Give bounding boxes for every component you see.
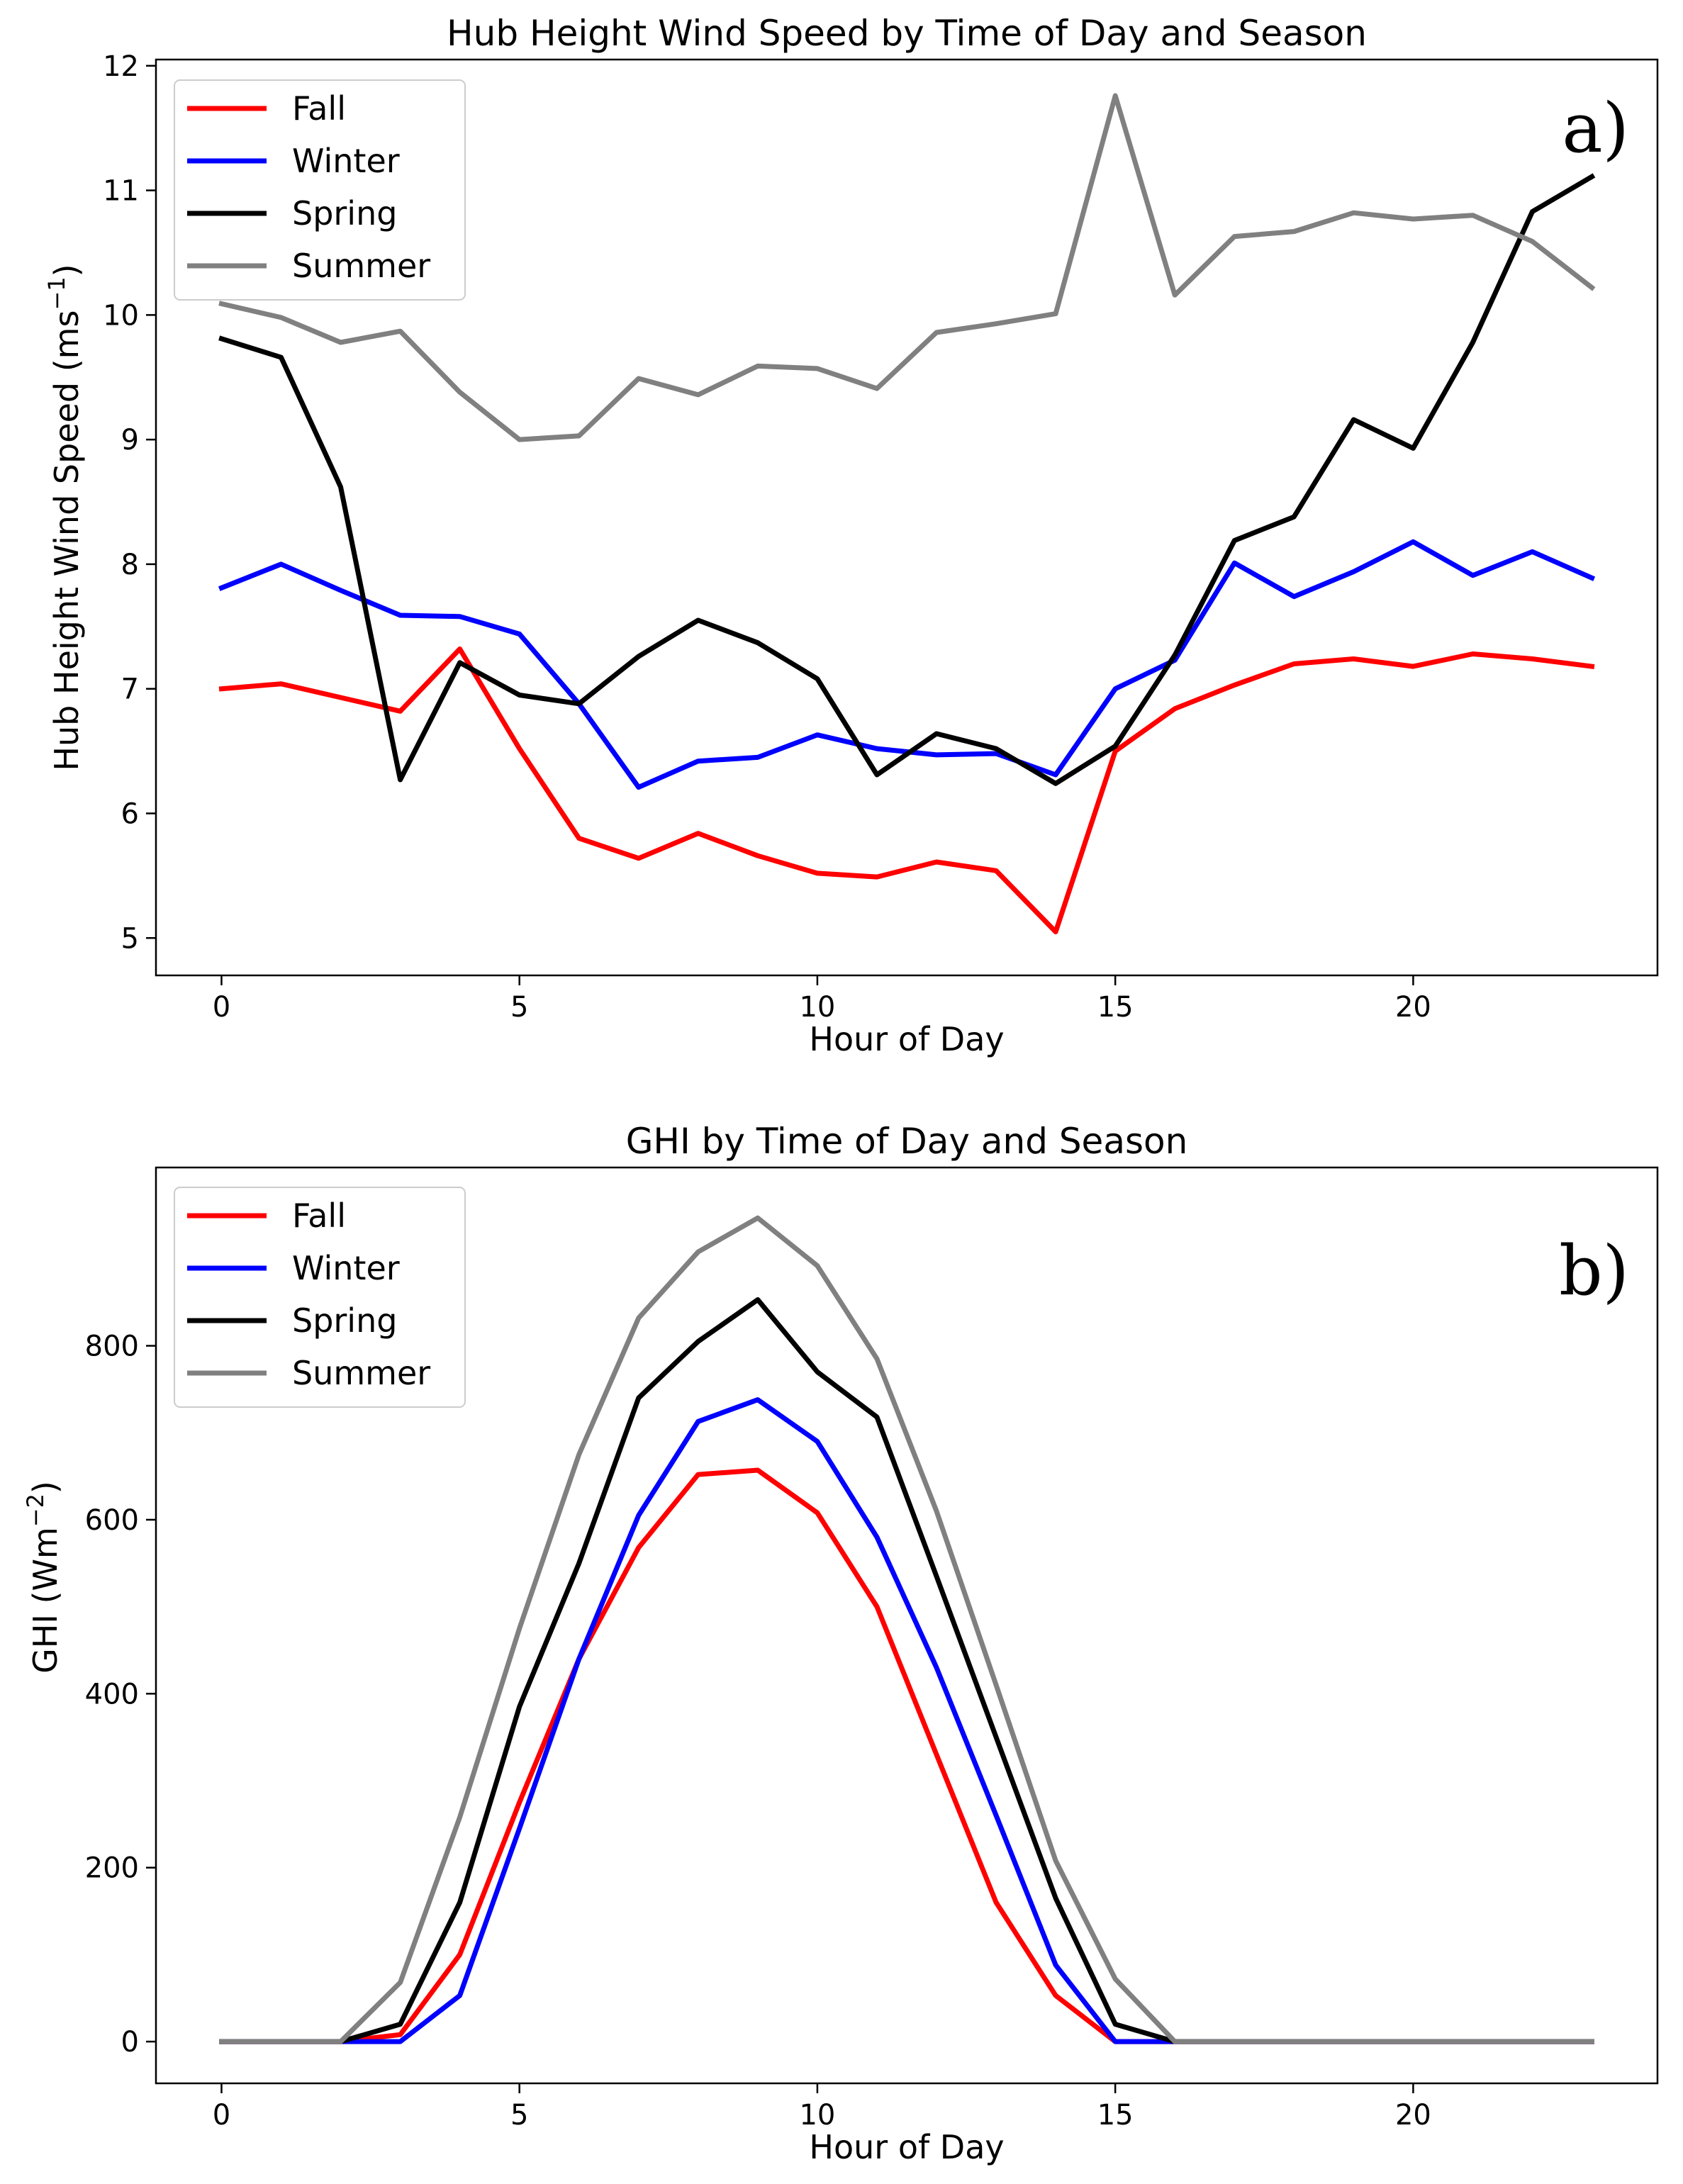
- chart-a-ticks: 0 5 10 15 20 5 6 7 8 9 10 11 12: [103, 50, 1431, 1024]
- chart-b-series-fall-line: [219, 1467, 1594, 2044]
- chart-a-y-tick-label: 5: [121, 922, 139, 955]
- chart-a-y-tick-label: 6: [121, 797, 139, 830]
- chart-b-legend: Fall Winter Spring Summer: [174, 1187, 466, 1408]
- chart-b-legend-box: [174, 1187, 466, 1408]
- chart-a-x-tick-label: 5: [510, 991, 528, 1024]
- chart-a-y-axis-label-sup: −1: [43, 276, 70, 310]
- chart-b-plot-frame: [155, 1166, 1659, 2085]
- chart-a-legend-label-winter: Winter: [292, 142, 400, 180]
- chart-b-y-axis-label-close: ): [26, 1481, 65, 1494]
- chart-a-y-tick-label: 9: [121, 424, 139, 457]
- chart-b-y-tick-label: 600: [85, 1504, 139, 1537]
- chart-b-x-tick-label: 15: [1097, 2099, 1134, 2132]
- chart-b-y-axis-label-sup: −2: [22, 1494, 49, 1527]
- chart-a-y-tick-label: 8: [121, 549, 139, 581]
- chart-a-x-axis-label: Hour of Day: [809, 1020, 1004, 1058]
- chart-a-x-tick-label: 20: [1395, 991, 1431, 1024]
- chart-a-panel-label: a): [1562, 89, 1629, 168]
- chart-b-y-tick-label: 200: [85, 1852, 139, 1885]
- chart-a-legend-label-spring: Spring: [292, 194, 397, 233]
- chart-a-legend-label-fall: Fall: [292, 89, 346, 128]
- chart-b-series-spring-line: [219, 1297, 1594, 2044]
- chart-a-y-axis-label-close: ): [47, 264, 86, 276]
- chart-a-y-axis-label: Hub Height Wind Speed (ms−1): [43, 264, 86, 771]
- chart-b-legend-label-fall: Fall: [292, 1197, 346, 1235]
- chart-a-series-spring-line: [218, 173, 1596, 786]
- chart-a-y-tick-label: 12: [103, 50, 139, 83]
- chart-a-legend: Fall Winter Spring Summer: [174, 79, 466, 301]
- chart-a-x-tick-label: 10: [799, 991, 835, 1024]
- chart-b-x-tick-label: 20: [1395, 2099, 1431, 2132]
- chart-b-x-tick-label: 10: [799, 2099, 835, 2132]
- chart-b-legend-label-winter: Winter: [292, 1249, 400, 1287]
- chart-a-title: Hub Height Wind Speed by Time of Day and…: [447, 13, 1367, 54]
- chart-b-panel-label: b): [1559, 1231, 1629, 1311]
- chart-b-legend-label-summer: Summer: [292, 1354, 430, 1392]
- chart-b-y-tick-label: 800: [85, 1331, 139, 1363]
- chart-a-legend-box: [174, 79, 466, 301]
- chart-a-series-fall-line: [218, 646, 1595, 934]
- chart-a-legend-label-summer: Summer: [292, 247, 430, 285]
- chart-a-y-tick-label: 10: [103, 299, 139, 332]
- chart-b-x-axis-label: Hour of Day: [809, 2128, 1004, 2166]
- chart-a-y-tick-label: 11: [103, 175, 139, 208]
- chart-a: Hub Height Wind Speed by Time of Day and…: [43, 13, 1659, 1058]
- chart-a-plot-frame: [155, 58, 1659, 977]
- chart-a-y-axis-label-main: Hub Height Wind Speed (ms: [47, 310, 86, 771]
- chart-b: GHI by Time of Day and Season 0 5 10 15 2002…: [22, 1121, 1659, 2166]
- chart-b-y-axis-label: GHI (Wm−2): [22, 1481, 65, 1674]
- chart-a-y-tick-label: 7: [121, 673, 139, 706]
- chart-a-x-tick-label: 15: [1097, 991, 1134, 1024]
- chart-a-series-summer-line: [218, 93, 1596, 442]
- chart-b-x-tick-label: 5: [510, 2099, 528, 2132]
- chart-a-x-tick-label: 0: [213, 991, 230, 1024]
- chart-b-title: GHI by Time of Day and Season: [626, 1121, 1188, 1162]
- chart-b-x-tick-label: 0: [213, 2099, 230, 2132]
- chart-b-y-axis-label-main: GHI (Wm: [26, 1527, 65, 1674]
- chart-b-y-tick-label: 400: [85, 1678, 139, 1710]
- chart-b-series-summer-line: [219, 1215, 1594, 2044]
- chart-b-legend-label-spring: Spring: [292, 1301, 397, 1340]
- chart-b-series: [219, 1215, 1594, 2044]
- chart-b-y-tick-label: 0: [121, 2026, 139, 2059]
- chart-a-series: [218, 93, 1596, 934]
